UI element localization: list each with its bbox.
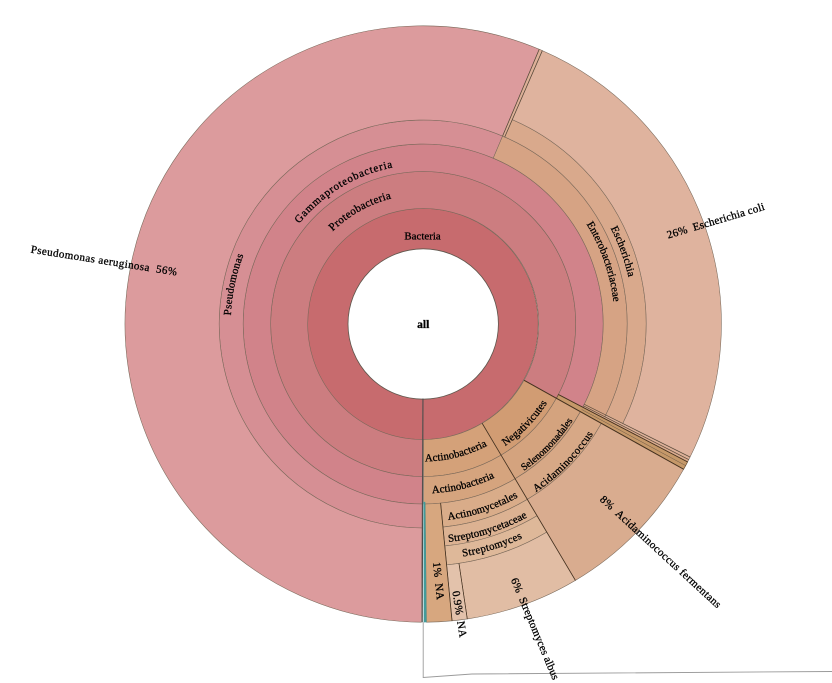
svg-text:all: all: [417, 319, 429, 331]
svg-text:1% NA: 1% NA: [430, 562, 446, 601]
svg-text:Bacteria: Bacteria: [404, 231, 441, 243]
